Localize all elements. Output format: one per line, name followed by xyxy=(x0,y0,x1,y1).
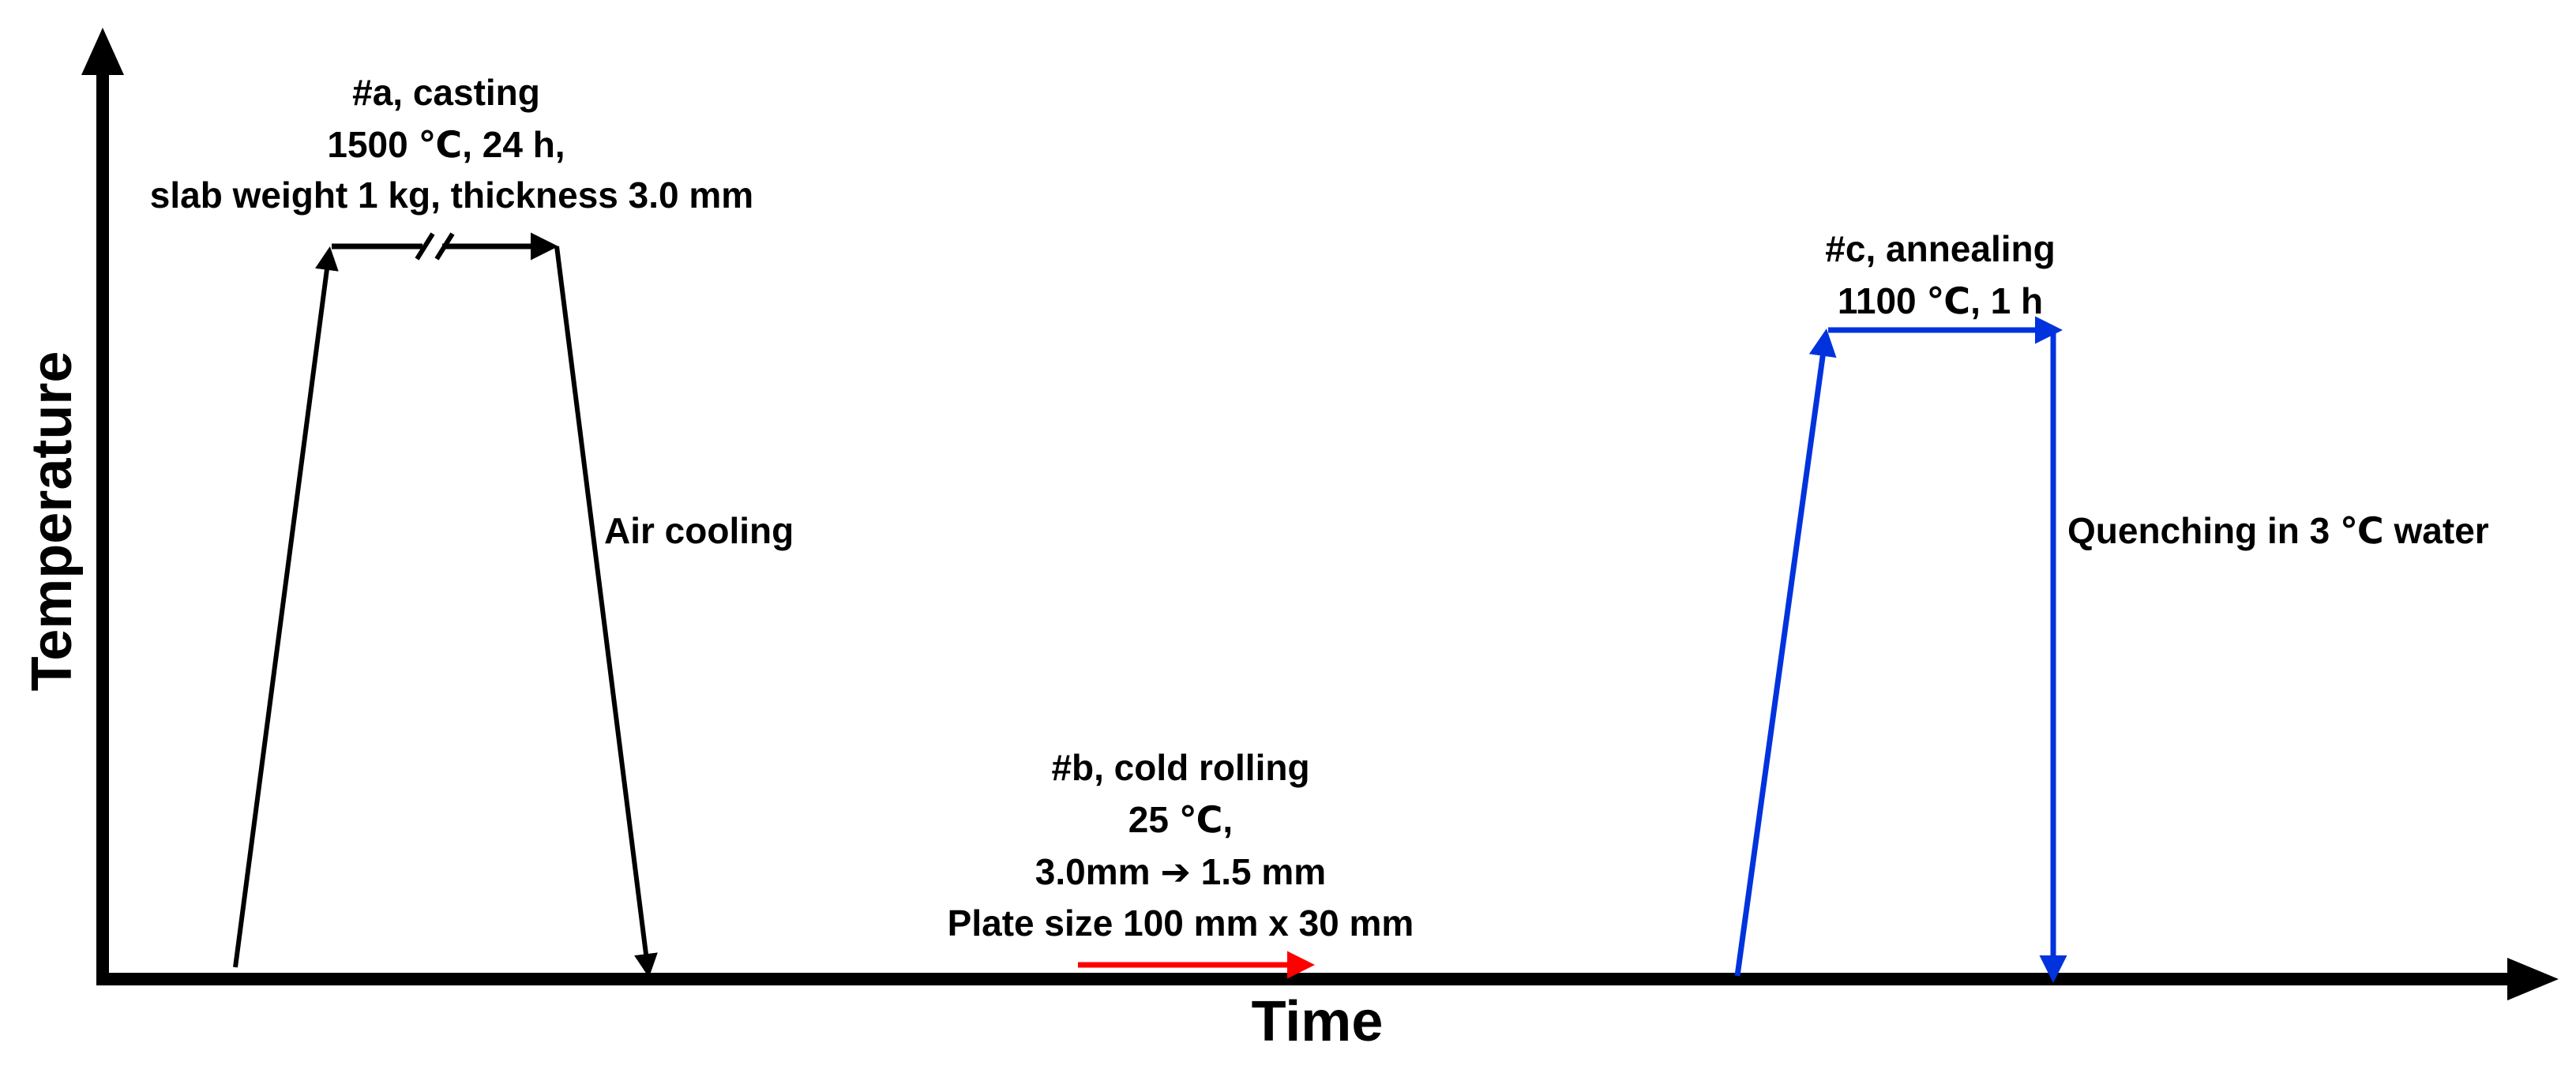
x-axis-arrowhead xyxy=(2507,958,2559,1000)
annealing-conditions: 1100 ℃, 1 h xyxy=(1838,280,2043,321)
y-axis xyxy=(81,28,124,979)
y-axis-arrowhead xyxy=(81,28,124,75)
casting-profile xyxy=(233,232,658,978)
x-axis xyxy=(96,958,2559,1000)
casting-title: #a, casting xyxy=(352,72,540,113)
casting-conditions: 1500 ℃, 24 h, xyxy=(327,124,565,165)
quenching-label: Quenching in 3 ℃ water xyxy=(2067,510,2489,551)
casting-hold-break-mark xyxy=(434,232,455,261)
cold-rolling-title: #b, cold rolling xyxy=(1051,747,1309,788)
air-cooling-label: Air cooling xyxy=(604,510,794,551)
casting-slab-spec: slab weight 1 kg, thickness 3.0 mm xyxy=(150,174,753,216)
x-axis-label: Time xyxy=(1252,990,1384,1053)
cold-rolling-thickness: 3.0mm ➔ 1.5 mm xyxy=(1035,851,1326,892)
cold-rolling-temperature: 25 ℃, xyxy=(1128,799,1233,840)
casting-cooling-line xyxy=(554,246,658,978)
plate-size: Plate size 100 mm x 30 mm xyxy=(948,903,1414,944)
casting-hold-break-mark xyxy=(415,232,435,261)
annealing-profile xyxy=(1734,316,2067,983)
y-axis-label: Temperature xyxy=(21,351,84,692)
annealing-heating-line xyxy=(1734,328,1837,977)
casting-heating-line xyxy=(233,246,339,968)
annealing-title: #c, annealing xyxy=(1825,228,2055,269)
